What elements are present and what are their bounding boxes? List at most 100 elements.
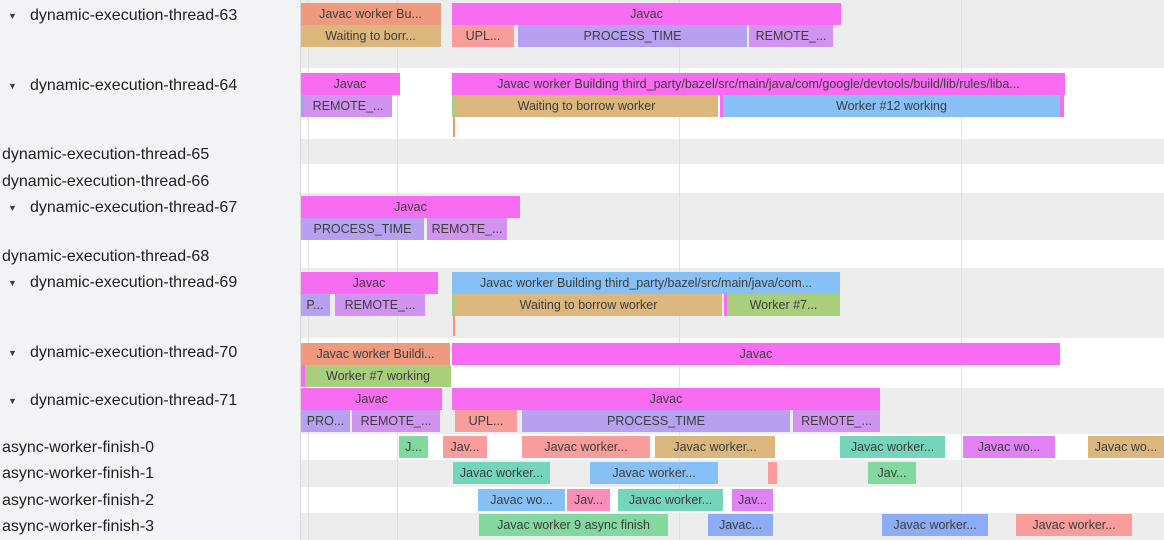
chevron-down-icon[interactable]: ▼: [8, 11, 17, 21]
row-stripe: [300, 139, 1164, 164]
timeline-slice[interactable]: [452, 95, 455, 117]
timeline-slice[interactable]: Worker #7...: [727, 294, 840, 316]
critical-path-tick: [453, 316, 455, 336]
track-name-label: async-worker-finish-0: [2, 439, 155, 456]
timeline-slice[interactable]: P...: [300, 294, 330, 316]
track-sidebar: ▼ dynamic-execution-thread-63 ▼ dynamic-exe…: [0, 0, 301, 540]
sidebar-track-dynamic-execution-thread-70[interactable]: ▼ dynamic-execution-thread-70: [0, 342, 300, 364]
time-gridline: [961, 0, 962, 540]
chevron-down-icon[interactable]: ▼: [8, 81, 17, 91]
sidebar-track-dynamic-execution-thread-67[interactable]: ▼ dynamic-execution-thread-67: [0, 197, 300, 219]
timeline-slice[interactable]: Jav...: [567, 489, 610, 511]
row-stripe: [300, 164, 1164, 193]
timeline-slice[interactable]: Javac worker Bu...: [300, 3, 441, 25]
time-gridline: [308, 0, 309, 540]
track-name-label: dynamic-execution-thread-69: [30, 274, 238, 291]
timeline-slice[interactable]: Javac worker...: [590, 462, 718, 484]
track-name-label: dynamic-execution-thread-63: [30, 7, 238, 24]
timeline-slice[interactable]: Javac: [452, 343, 1060, 365]
timeline-slice[interactable]: Waiting to borr...: [300, 25, 441, 47]
track-name-label: async-worker-finish-3: [2, 518, 155, 535]
timeline-slice[interactable]: Javac worker 9 async finish: [479, 514, 668, 536]
timeline-slice[interactable]: REMOTE_...: [427, 218, 507, 240]
row-stripe: [300, 240, 1164, 268]
track-name-label: dynamic-execution-thread-67: [30, 199, 238, 216]
timeline-slice[interactable]: Javac wo...: [478, 489, 565, 511]
timeline-slice[interactable]: PRO...: [301, 410, 350, 432]
track-name-label: async-worker-finish-1: [2, 465, 155, 482]
timeline-slice[interactable]: Jav...: [732, 489, 773, 511]
timeline-slice[interactable]: [768, 462, 777, 484]
timeline-slice[interactable]: Javac: [452, 388, 880, 410]
row-stripe: [300, 460, 1164, 487]
track-name-label: dynamic-execution-thread-71: [30, 392, 238, 409]
sidebar-track-dynamic-execution-thread-65[interactable]: dynamic-execution-thread-65: [0, 144, 302, 166]
timeline-slice[interactable]: Javac: [300, 73, 400, 95]
timeline-slice[interactable]: UPL...: [455, 410, 517, 432]
timeline-slice[interactable]: Javac worker...: [655, 436, 775, 458]
critical-path-tick: [453, 117, 455, 137]
timeline-slice[interactable]: Jav...: [443, 436, 487, 458]
track-name-label: async-worker-finish-2: [2, 492, 155, 509]
sidebar-track-async-worker-finish-0[interactable]: async-worker-finish-0: [0, 437, 302, 459]
timeline-slice[interactable]: REMOTE_...: [352, 410, 440, 432]
timeline-slice[interactable]: Javac worker...: [882, 514, 988, 536]
timeline-slice[interactable]: Waiting to borrow worker: [455, 294, 722, 316]
timeline-slice[interactable]: REMOTE_...: [304, 95, 392, 117]
timeline-slice[interactable]: Javac wo...: [1088, 436, 1164, 458]
sidebar-track-async-worker-finish-3[interactable]: async-worker-finish-3: [0, 516, 302, 538]
track-name-label: dynamic-execution-thread-66: [2, 173, 210, 190]
chevron-down-icon[interactable]: ▼: [8, 203, 17, 213]
track-name-label: dynamic-execution-thread-65: [2, 146, 210, 163]
timeline-slice[interactable]: Javac: [301, 196, 520, 218]
track-name-label: dynamic-execution-thread-70: [30, 344, 238, 361]
sidebar-track-async-worker-finish-2[interactable]: async-worker-finish-2: [0, 490, 302, 512]
track-name-label: dynamic-execution-thread-68: [2, 248, 210, 265]
chevron-down-icon[interactable]: ▼: [8, 348, 17, 358]
timeline-slice[interactable]: Worker #12 working: [723, 95, 1060, 117]
time-gridline: [397, 0, 398, 540]
timeline-slice[interactable]: REMOTE_...: [793, 410, 880, 432]
timeline-slice[interactable]: PROCESS_TIME: [518, 25, 747, 47]
timeline-slice[interactable]: Javac worker Building third_party/bazel/…: [452, 272, 840, 294]
timeline-slice[interactable]: Worker #7 working: [305, 365, 451, 387]
timeline-slice[interactable]: J...: [399, 436, 428, 458]
timeline-slice[interactable]: UPL...: [452, 25, 514, 47]
timeline-slice[interactable]: Javac worker...: [1016, 514, 1132, 536]
timeline-slice[interactable]: REMOTE_...: [335, 294, 425, 316]
chevron-down-icon[interactable]: ▼: [8, 278, 17, 288]
timeline-slice[interactable]: Javac worker Building third_party/bazel/…: [452, 73, 1065, 95]
timeline-slice[interactable]: Javac: [300, 272, 438, 294]
timeline-slice[interactable]: Javac worker...: [522, 436, 650, 458]
timeline-slice[interactable]: Javac worker Buildi...: [301, 343, 450, 365]
timeline-slice[interactable]: Javac worker...: [618, 489, 723, 511]
timeline-slice[interactable]: Javac wo...: [963, 436, 1055, 458]
sidebar-track-async-worker-finish-1[interactable]: async-worker-finish-1: [0, 463, 302, 485]
timeline-slice[interactable]: [1060, 95, 1064, 117]
sidebar-track-dynamic-execution-thread-63[interactable]: ▼ dynamic-execution-thread-63: [0, 5, 300, 27]
sidebar-track-dynamic-execution-thread-71[interactable]: ▼ dynamic-execution-thread-71: [0, 390, 300, 412]
time-gridline: [679, 0, 680, 540]
timeline-slice[interactable]: Waiting to borrow worker: [455, 95, 718, 117]
sidebar-track-dynamic-execution-thread-68[interactable]: dynamic-execution-thread-68: [0, 246, 302, 268]
timeline-slice[interactable]: [720, 95, 723, 117]
timeline-slice[interactable]: Javac: [301, 388, 442, 410]
sidebar-track-dynamic-execution-thread-66[interactable]: dynamic-execution-thread-66: [0, 171, 302, 193]
timeline-slice[interactable]: PROCESS_TIME: [522, 410, 790, 432]
timeline-slice[interactable]: [300, 95, 304, 117]
track-name-label: dynamic-execution-thread-64: [30, 77, 238, 94]
timeline-slice[interactable]: Javac worker...: [453, 462, 550, 484]
timeline-slice[interactable]: [452, 294, 455, 316]
timeline-slice[interactable]: [301, 365, 305, 387]
timeline-slice[interactable]: Javac worker...: [840, 436, 945, 458]
timeline-slice[interactable]: Javac...: [708, 514, 773, 536]
timeline-slice[interactable]: Javac: [452, 3, 841, 25]
timeline-slice[interactable]: [724, 294, 727, 316]
timeline-slice[interactable]: REMOTE_...: [749, 25, 833, 47]
sidebar-track-dynamic-execution-thread-64[interactable]: ▼ dynamic-execution-thread-64: [0, 75, 300, 97]
timeline-slice[interactable]: PROCESS_TIME: [301, 218, 424, 240]
timeline-slice[interactable]: Jav...: [868, 462, 916, 484]
sidebar-track-dynamic-execution-thread-69[interactable]: ▼ dynamic-execution-thread-69: [0, 272, 300, 294]
chevron-down-icon[interactable]: ▼: [8, 396, 17, 406]
